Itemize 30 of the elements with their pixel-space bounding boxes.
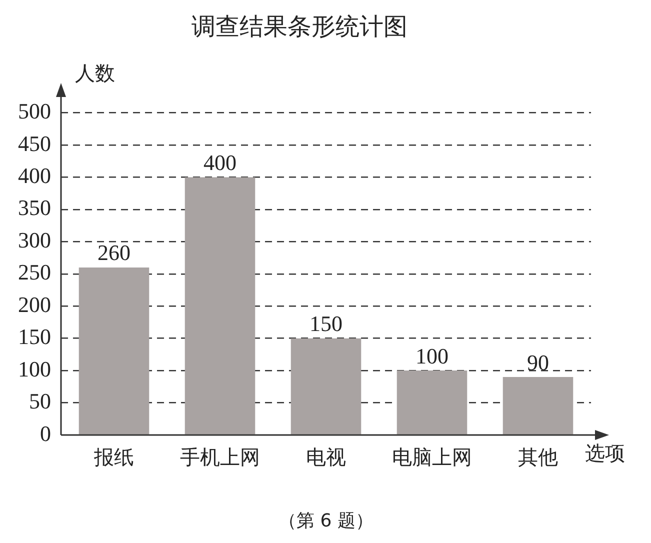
y-tick-label: 400: [18, 163, 51, 188]
y-tick-label: 50: [29, 388, 51, 414]
data-label: 260: [98, 240, 130, 266]
bar: [502, 377, 574, 434]
chart-title: 调查结果条形统计图: [192, 12, 408, 41]
data-label: 90: [527, 350, 549, 375]
x-tick-label: 电脑上网: [392, 445, 472, 470]
y-tick-label: 150: [18, 324, 51, 350]
y-tick-label: 250: [18, 260, 51, 285]
y-tick-label: 450: [18, 130, 51, 156]
y-tick-label: 100: [18, 356, 51, 382]
text: （第 6 题）: [278, 510, 374, 532]
y-axis-title: 人数: [75, 61, 115, 86]
bar: [290, 338, 362, 434]
y-tick-label: 0: [40, 420, 51, 446]
y-tick-label: 300: [18, 227, 51, 252]
y-tick-label: 350: [18, 195, 51, 220]
x-tick-label: 电视: [306, 445, 346, 470]
data-label: 400: [204, 150, 236, 176]
x-tick-label: 报纸: [93, 445, 134, 470]
y-tick-label: 500: [18, 98, 51, 124]
x-tick-label: 手机上网: [180, 445, 260, 470]
x-tick-label: 其他: [518, 445, 558, 470]
data-label: 100: [416, 343, 448, 368]
x-axis-title: 选项: [585, 441, 625, 466]
bar: [78, 267, 150, 434]
y-tick-label: 200: [18, 292, 51, 317]
data-label: 150: [310, 311, 342, 336]
bar: [396, 370, 468, 434]
bar: [184, 177, 256, 434]
